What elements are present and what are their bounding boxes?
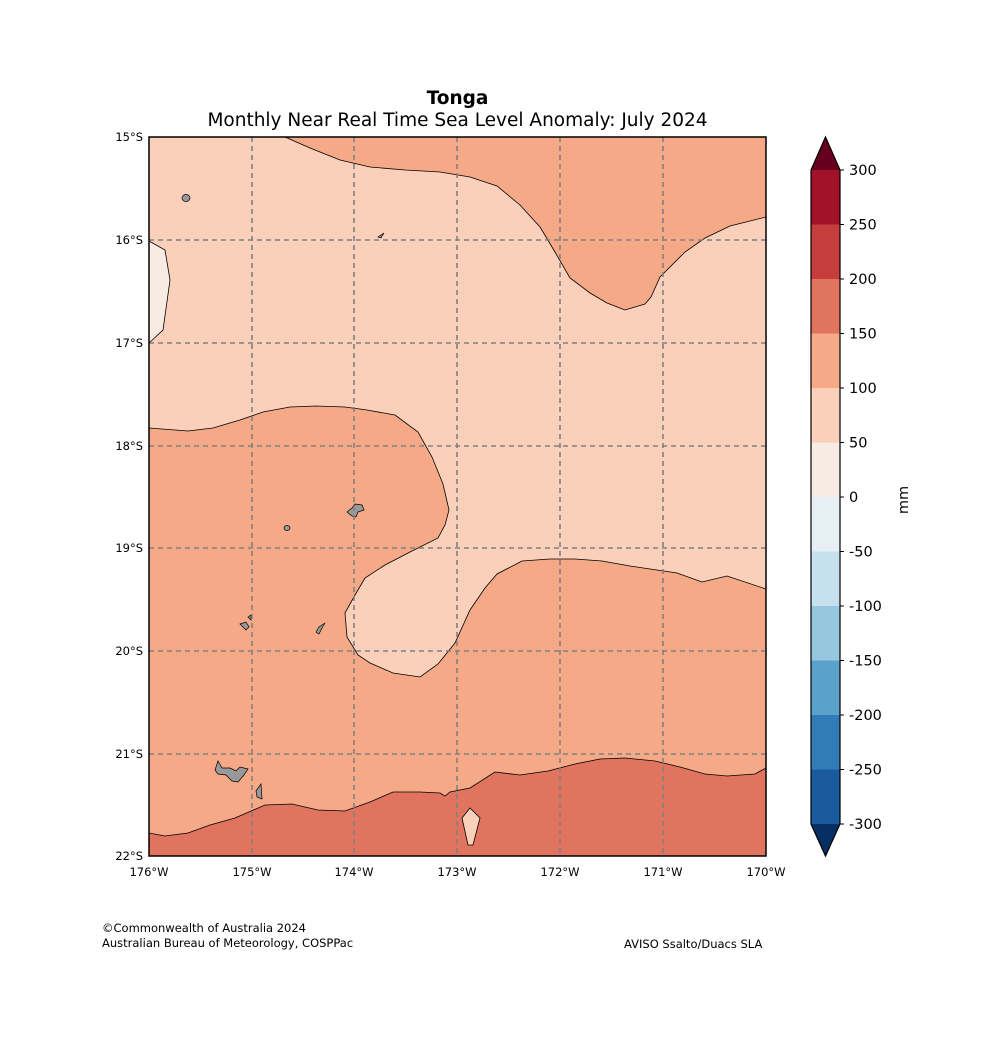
lat-label: 16°S [115,233,143,247]
island-late [377,232,385,239]
colorbar-tick-label: -250 [849,763,882,779]
lon-label: 173°W [437,865,476,879]
island-eua [255,783,263,800]
contour-layer [149,137,766,856]
colorbar-tick-label: 300 [849,163,877,179]
colorbar-band [811,551,840,607]
data-source-text: AVISO Ssalto/Duacs SLA [624,937,763,951]
island-haapai-2 [247,614,252,621]
lat-label: 19°S [115,541,143,555]
colorbar-band [811,333,840,389]
island-haapai-1 [239,621,250,631]
colorbar [810,135,841,858]
land-layer [181,194,385,800]
lat-label: 18°S [115,439,143,453]
graticule [149,137,766,856]
contour-100-150-north [284,137,766,311]
lon-label: 171°W [643,865,682,879]
contour-0-50-west [149,240,171,344]
colorbar-tick-label: 50 [849,436,867,452]
colorbar-tick-label: -200 [849,708,882,724]
island-tongatapu [214,760,249,783]
colorbar-tick-label: 250 [849,218,877,234]
lon-label: 170°W [746,865,785,879]
credit-block: ©Commonwealth of Australia 2024 Australi… [102,921,353,951]
island-niuafoou [181,194,191,202]
lat-axis: 15°S 16°S 17°S 18°S 19°S 20°S 21°S 22°S [115,130,143,863]
colorbar-band [811,497,840,552]
colorbar-band [811,170,840,225]
colorbar-band [811,715,840,770]
map-title: Tonga [426,88,489,109]
colorbar-tick-label: 150 [849,327,877,343]
colorbar-extend-max [811,137,840,170]
colorbar-band [811,442,840,498]
agency-text: Australian Bureau of Meteorology, COSPPa… [102,936,354,950]
lat-label: 22°S [115,849,143,863]
colorbar-band [811,388,840,443]
colorbar-band [811,660,840,716]
colorbar-ticks: 300 250 200 150 100 50 0 -50 -100 -150 -200 -250 -30… [840,163,882,833]
map-frame [148,136,767,857]
lat-label: 17°S [115,336,143,350]
colorbar-tick-label: 200 [849,272,877,288]
lon-label: 176°W [129,865,168,879]
colorbar-tick-label: 100 [849,381,877,397]
island-fonualei [283,525,291,531]
lat-label: 21°S [115,747,143,761]
colorbar-tick-label: -50 [849,545,873,561]
colorbar-band [811,606,840,661]
colorbar-band [811,224,840,280]
lon-label: 175°W [232,865,271,879]
lon-label: 172°W [540,865,579,879]
colorbar-tick-label: -100 [849,599,882,615]
island-haapai-3 [315,622,326,635]
lat-label: 15°S [115,130,143,144]
colorbar-extend-min [811,824,840,856]
contour-100-150-south [149,405,766,856]
colorbar-tick-label: 0 [849,490,858,506]
copyright-text: ©Commonwealth of Australia 2024 [102,921,307,935]
lon-label: 174°W [334,865,373,879]
lon-axis: 176°W 175°W 174°W 173°W 172°W 171°W 170°… [129,865,785,879]
map-subtitle: Monthly Near Real Time Sea Level Anomaly… [207,110,708,131]
lat-label: 20°S [115,644,143,658]
colorbar-tick-label: -150 [849,654,882,670]
colorbar-unit: mm [896,486,912,514]
colorbar-band [811,769,840,825]
colorbar-tick-label: -300 [849,817,882,833]
contour-50-100-pocket [461,807,481,846]
colorbar-band [811,279,840,334]
